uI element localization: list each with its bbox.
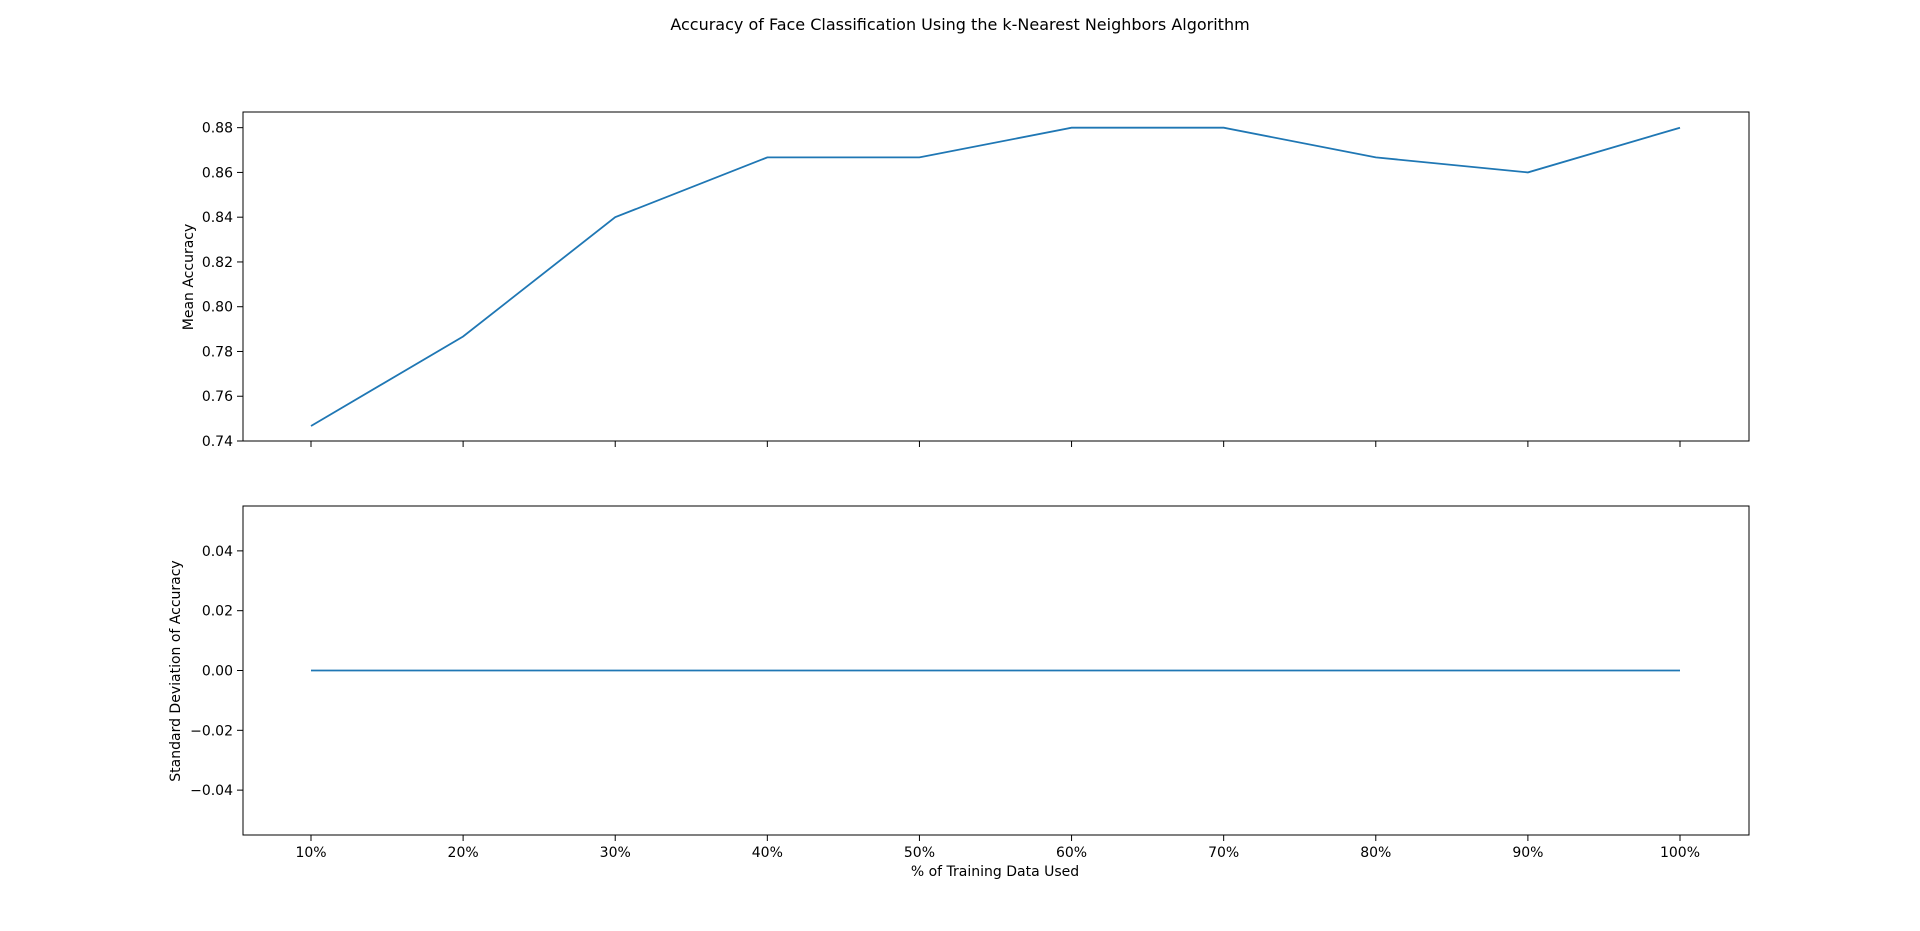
x-tick-label: 20% <box>448 845 479 861</box>
chart-title: Accuracy of Face Classification Using th… <box>670 15 1249 34</box>
y-tick-label: 0.80 <box>202 300 233 316</box>
y-tick-label: 0.82 <box>202 255 233 271</box>
x-tick-label: 60% <box>1056 845 1087 861</box>
y-tick-label: 0.84 <box>202 210 233 226</box>
x-tick-label: 10% <box>295 845 326 861</box>
y-tick-label: 0.02 <box>202 604 233 620</box>
x-tick-label: 90% <box>1512 845 1543 861</box>
x-tick-label: 30% <box>600 845 631 861</box>
x-tick-label: 40% <box>752 845 783 861</box>
subplot-mean-accuracy: Mean Accuracy 0.740.760.780.800.820.840.… <box>181 111 1750 450</box>
y-axis-label-bottom: Standard Deviation of Accuracy <box>168 560 184 781</box>
y-tick-label: 0.88 <box>202 121 233 137</box>
x-tick-label: 70% <box>1208 845 1239 861</box>
y-tick-label: −0.04 <box>190 783 233 799</box>
y-axis-label-top: Mean Accuracy <box>181 224 197 331</box>
series-line-mean <box>310 126 1681 427</box>
x-ticks-top <box>310 441 1681 447</box>
x-tick-label: 80% <box>1360 845 1391 861</box>
y-tick-label: 0.86 <box>202 165 233 181</box>
y-tick-label: 0.78 <box>202 344 233 360</box>
plot-frame-top <box>242 111 1750 442</box>
x-tick-label: 50% <box>904 845 935 861</box>
subplot-std-accuracy: Standard Deviation of Accuracy −0.04−0.0… <box>168 505 1750 861</box>
y-ticks-top: 0.74 0.76 0.78 0.80 0.82 0.84 0.86 0.88 <box>202 121 243 450</box>
y-tick-label: −0.02 <box>190 723 233 739</box>
x-ticks-bottom: 10% 20% 30% 40% 50% 60% 70% 80% 90% 100% <box>295 835 1700 861</box>
y-tick-label: 0.74 <box>202 434 233 450</box>
y-tick-label: 0.76 <box>202 389 233 405</box>
y-ticks-bottom: −0.04 −0.02 0.00 0.02 0.04 <box>190 544 243 799</box>
y-tick-label: 0.04 <box>202 544 233 560</box>
y-tick-label: 0.00 <box>202 664 233 680</box>
x-tick-label: 100% <box>1660 845 1700 861</box>
x-axis-label: % of Training Data Used <box>911 864 1079 880</box>
